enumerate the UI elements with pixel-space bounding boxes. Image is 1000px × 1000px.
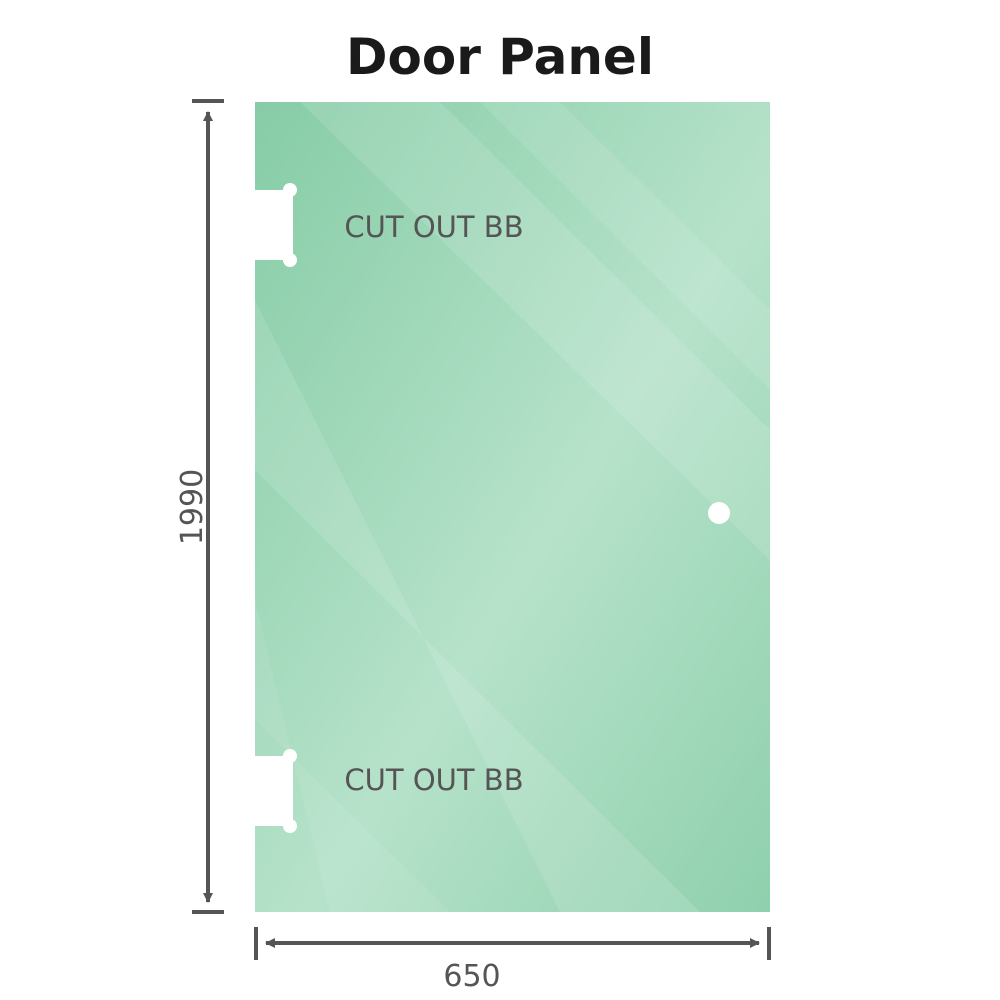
- height-dimension: [192, 99, 224, 914]
- cutout-bottom-label: CUT OUT BB: [344, 763, 523, 797]
- width-label: 650: [443, 959, 500, 994]
- glass-reflection: [255, 600, 450, 912]
- handle-hole: [708, 502, 730, 524]
- cutout-top-label: CUT OUT BB: [344, 210, 523, 244]
- glass-reflection: [480, 102, 770, 390]
- glass-reflection: [300, 102, 770, 560]
- cutout-bottom: [253, 749, 297, 833]
- width-dimension: [254, 927, 771, 960]
- diagram-title: Door Panel: [346, 28, 654, 86]
- glass-panel: [255, 102, 770, 912]
- height-label: 1990: [175, 469, 210, 545]
- cutout-top: [253, 183, 297, 267]
